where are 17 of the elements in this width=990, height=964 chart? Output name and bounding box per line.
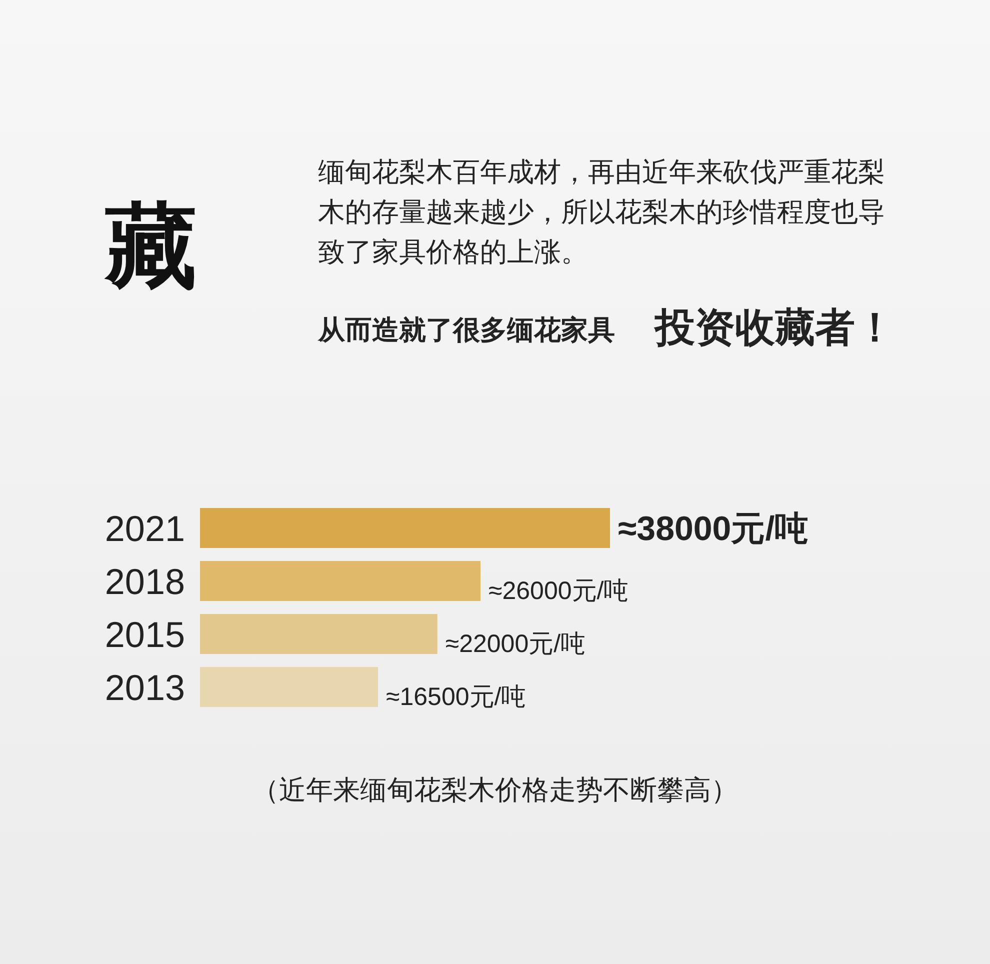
data-label: ≈16500元/吨 xyxy=(386,683,526,711)
bar xyxy=(200,561,481,601)
data-label: ≈26000元/吨 xyxy=(488,577,629,605)
text: 投资收藏者！ xyxy=(655,305,895,352)
chart-subtitle: 缅甸花梨木百年成材，再由近年来砍伐严重花梨木的存量越来越少，所以花梨木的珍惜程度也导致了家具价格的上涨。 xyxy=(318,156,886,269)
y-tick-label: 2021 xyxy=(104,508,185,549)
y-tick-label: 2018 xyxy=(104,561,185,602)
bar xyxy=(200,508,610,548)
y-tick-label: 2015 xyxy=(104,614,185,655)
data-label: ≈38000元/吨 xyxy=(618,510,809,548)
data-label: ≈22000元/吨 xyxy=(445,630,586,658)
text: 从而造就了很多缅花家具 xyxy=(318,314,615,347)
bar xyxy=(200,667,378,707)
bar xyxy=(200,614,438,654)
chart-title: 藏 xyxy=(105,191,197,302)
text: （近年来缅甸花梨木价格走势不断攀高） xyxy=(251,774,739,807)
y-tick-label: 2013 xyxy=(104,667,185,708)
